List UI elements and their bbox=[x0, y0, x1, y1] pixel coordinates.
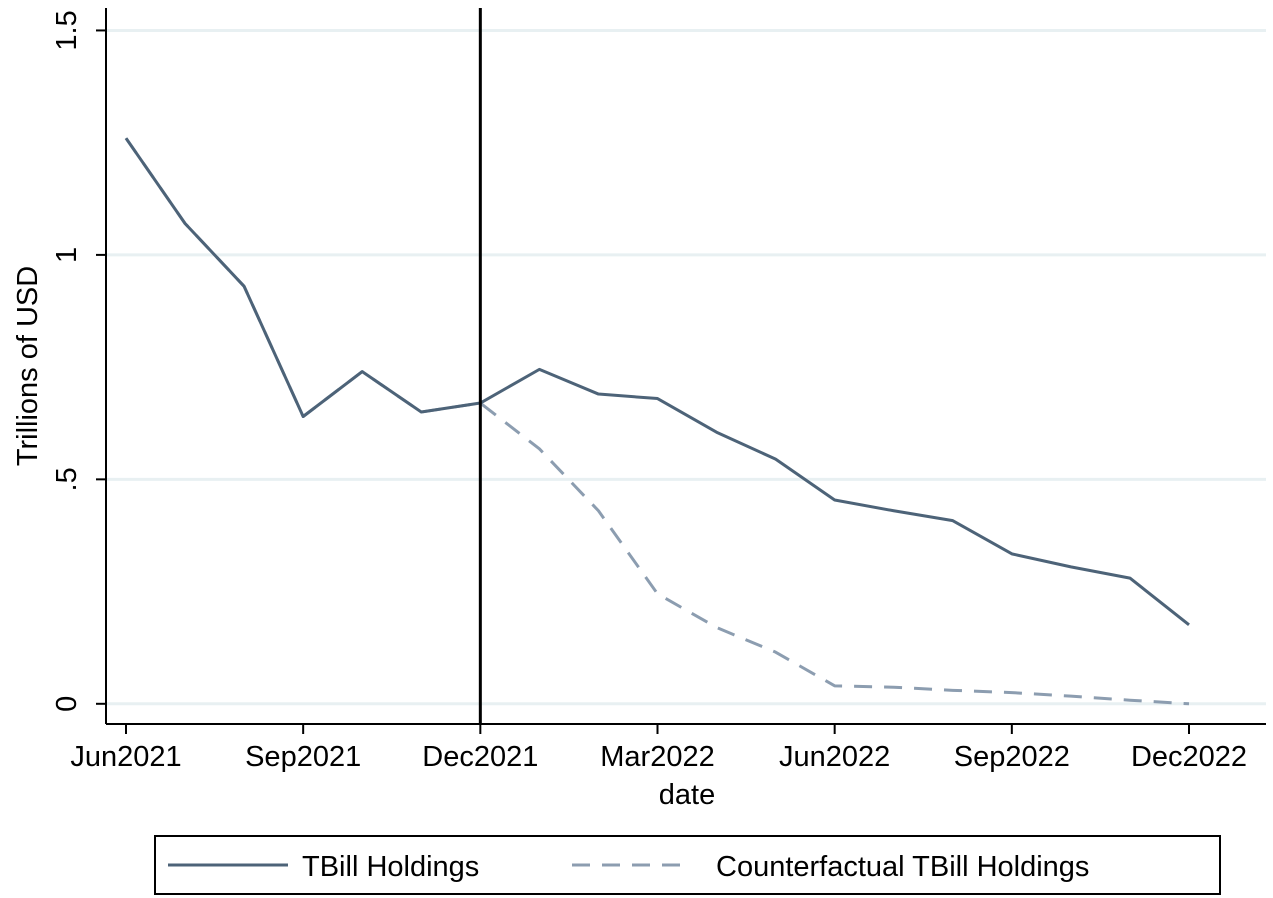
legend-box bbox=[154, 835, 1221, 895]
x-tick-label: Sep2022 bbox=[954, 741, 1070, 773]
x-tick-label: Mar2022 bbox=[600, 741, 714, 773]
x-axis-title: date bbox=[659, 779, 715, 811]
x-tick-label: Dec2022 bbox=[1131, 741, 1247, 773]
x-tick-label: Dec2021 bbox=[422, 741, 538, 773]
legend-label: Counterfactual TBill Holdings bbox=[716, 851, 1089, 883]
x-tick-label: Sep2021 bbox=[245, 741, 361, 773]
legend-label: TBill Holdings bbox=[302, 851, 479, 883]
y-tick-label: 0 bbox=[51, 696, 83, 712]
x-tick-label: Jun2022 bbox=[779, 741, 890, 773]
data-line bbox=[124, 137, 1190, 626]
y-axis-title: Trillions of USD bbox=[12, 266, 44, 466]
y-tick-label: .5 bbox=[51, 467, 83, 491]
x-tick-label: Jun2021 bbox=[70, 741, 181, 773]
y-tick-label: 1.5 bbox=[51, 10, 83, 50]
y-tick-label: 1 bbox=[51, 247, 83, 263]
